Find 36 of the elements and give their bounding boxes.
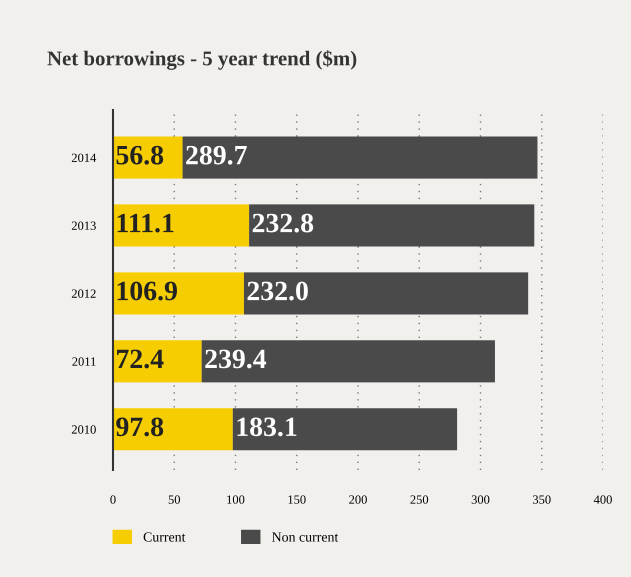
x-tick-label: 50 bbox=[168, 495, 180, 504]
chart-title: Net borrowings - 5 year trend ($m) bbox=[47, 50, 356, 70]
x-tick-label: 200 bbox=[349, 495, 367, 504]
bar bbox=[249, 204, 534, 247]
bar bbox=[113, 272, 244, 314]
data-label: 106.9 bbox=[118, 282, 177, 300]
data-label: 183.1 bbox=[237, 417, 296, 436]
x-tick-label: 150 bbox=[288, 495, 306, 504]
data-label: 97.8 bbox=[116, 417, 164, 436]
bar bbox=[244, 272, 528, 314]
data-label: 239.4 bbox=[205, 350, 266, 368]
bar bbox=[113, 204, 250, 247]
x-tick-label: 100 bbox=[227, 495, 244, 504]
data-label: 232.8 bbox=[252, 214, 314, 233]
x-tick-label: 350 bbox=[532, 495, 551, 504]
y-tick-label: 2012 bbox=[72, 289, 96, 298]
y-tick-label: 2014 bbox=[72, 154, 96, 162]
x-tick-label: 250 bbox=[410, 495, 428, 504]
data-label: 111.1 bbox=[118, 214, 174, 233]
x-tick-label: 0 bbox=[110, 495, 116, 504]
bar bbox=[113, 408, 233, 450]
bar bbox=[113, 340, 202, 382]
y-tick-label: 2011 bbox=[72, 357, 96, 366]
legend-label: Current bbox=[144, 532, 186, 542]
bar bbox=[232, 408, 458, 450]
data-label: 289.7 bbox=[186, 146, 247, 165]
x-tick-label: 300 bbox=[472, 495, 490, 504]
bar bbox=[202, 340, 495, 382]
data-label: 232.0 bbox=[248, 282, 308, 300]
data-label: 56.8 bbox=[116, 146, 164, 165]
y-tick-label: 2013 bbox=[72, 221, 96, 230]
x-tick-label: 400 bbox=[594, 495, 612, 504]
bar bbox=[182, 136, 538, 179]
y-tick-label: 2010 bbox=[72, 425, 96, 434]
data-label: 72.4 bbox=[117, 350, 164, 368]
legend-label: Non current bbox=[272, 532, 338, 542]
